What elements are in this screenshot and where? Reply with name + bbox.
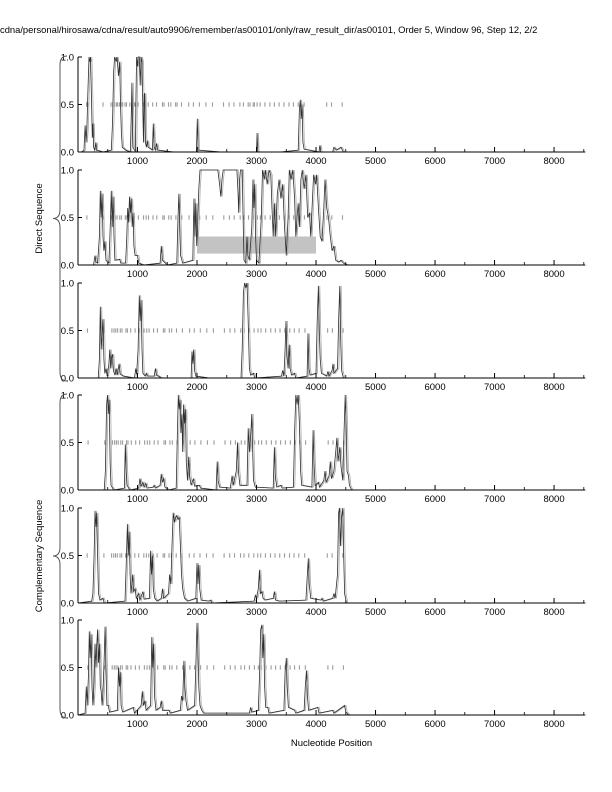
series-line-shadow [79, 622, 587, 716]
y-tick-label: 0.5 [61, 100, 74, 111]
x-tick-label: 3000 [246, 156, 267, 167]
x-tick-label: 8000 [543, 156, 564, 167]
x-tick-label: 3000 [246, 269, 267, 280]
x-tick-label: 8000 [543, 382, 564, 393]
y-tick-label: 1.0 [61, 279, 74, 290]
y-tick-label: 0.0 [61, 711, 74, 722]
y-tick-label: 0.0 [61, 374, 74, 385]
x-tick-label: 2000 [186, 382, 207, 393]
y-tick-label: 1.0 [61, 391, 74, 402]
series-line [77, 507, 585, 604]
x-tick-label: 6000 [424, 607, 445, 618]
y-tick-label: 0.5 [61, 326, 74, 337]
midlevel-markers [86, 553, 344, 558]
x-tick-label: 7000 [484, 156, 505, 167]
y-tick-label: 1.0 [61, 53, 74, 64]
midlevel-markers [86, 215, 344, 220]
x-tick-label: 1000 [127, 156, 148, 167]
panel-2: 0.0 0.5 1.0 1000 2000 3000 4000 5000 6000 7000 800… [61, 166, 587, 280]
x-tick-label: 4000 [305, 269, 326, 280]
x-tick-label: 4000 [305, 607, 326, 618]
x-tick-label: 7000 [484, 607, 505, 618]
midlevel-markers [87, 665, 344, 670]
series-line-shadow [79, 507, 587, 604]
group-brace-1 [52, 55, 68, 382]
series-line-shadow [79, 394, 587, 491]
x-tick-label: 2000 [186, 269, 207, 280]
midlevel-markers [87, 440, 345, 445]
panel-5: 0.0 0.5 1.0 1000 2000 3000 4000 5000 6000 7000 800… [61, 504, 587, 618]
x-tick-label: 8000 [543, 719, 564, 730]
y-tick-label: 0.5 [61, 438, 74, 449]
panel-3: 0.0 0.5 1.0 1000 2000 3000 4000 5000 6000 7000 800… [61, 279, 587, 393]
x-tick-label: 5000 [365, 494, 386, 505]
x-tick-label: 1000 [127, 607, 148, 618]
figure-title: cdna/personal/hirosawa/cdna/result/auto9… [0, 24, 538, 35]
x-tick-label: 2000 [186, 607, 207, 618]
x-tick-label: 4000 [305, 494, 326, 505]
x-tick-label: 4000 [305, 156, 326, 167]
x-tick-label: 3000 [246, 719, 267, 730]
x-tick-label: 7000 [484, 382, 505, 393]
x-tick-label: 3000 [246, 494, 267, 505]
x-tick-label: 5000 [365, 269, 386, 280]
x-tick-label: 5000 [365, 382, 386, 393]
y-tick-label: 0.5 [61, 213, 74, 224]
y-tick-label: 0.0 [61, 261, 74, 272]
series-line [77, 622, 585, 716]
midlevel-markers [86, 102, 343, 107]
x-tick-label: 3000 [246, 382, 267, 393]
x-tick-label: 3000 [246, 607, 267, 618]
series-line-shadow [79, 56, 587, 153]
x-tick-label: 6000 [424, 156, 445, 167]
x-tick-label: 1000 [127, 494, 148, 505]
panel-1: 0.0 0.5 1.0 1000 2000 3000 4000 5000 6000 7000 800… [61, 53, 587, 167]
group-label-1: Direct Sequence [34, 183, 45, 253]
x-tick-label: 6000 [424, 494, 445, 505]
x-tick-label: 8000 [543, 607, 564, 618]
series-line [78, 169, 585, 266]
y-tick-label: 0.5 [61, 551, 74, 562]
panel-6: 0.0 0.5 1.0 1000 2000 3000 4000 5000 6000 7000 800… [61, 616, 587, 730]
x-tick-label: 6000 [424, 382, 445, 393]
x-tick-label: 7000 [484, 719, 505, 730]
x-tick-label: 4000 [305, 382, 326, 393]
x-tick-label: 2000 [186, 494, 207, 505]
x-tick-label: 2000 [186, 719, 207, 730]
panel-4: 0.0 0.5 1.0 1000 2000 3000 4000 5000 6000 7000 800… [61, 391, 587, 505]
x-tick-label: 5000 [365, 156, 386, 167]
group-label-2: Complementary Sequence [34, 500, 45, 612]
x-axis-title: Nucleotide Position [291, 738, 372, 749]
y-tick-label: 0.0 [61, 599, 74, 610]
x-tick-label: 1000 [127, 269, 148, 280]
series-line [78, 394, 585, 491]
series-line-shadow [79, 169, 587, 266]
y-tick-label: 0.0 [61, 486, 74, 497]
y-tick-label: 0.5 [61, 663, 74, 674]
x-tick-label: 1000 [127, 382, 148, 393]
x-tick-label: 6000 [424, 719, 445, 730]
x-tick-label: 5000 [365, 607, 386, 618]
y-tick-label: 1.0 [61, 504, 74, 515]
y-tick-label: 1.0 [61, 616, 74, 627]
y-tick-label: 1.0 [61, 166, 74, 177]
y-tick-label: 0.0 [61, 148, 74, 159]
series-line [78, 56, 585, 153]
group-brace-2 [52, 393, 68, 719]
x-tick-label: 2000 [186, 156, 207, 167]
x-tick-label: 8000 [543, 494, 564, 505]
x-tick-label: 7000 [484, 494, 505, 505]
x-tick-label: 5000 [365, 719, 386, 730]
midlevel-markers [86, 328, 344, 333]
x-tick-label: 4000 [305, 719, 326, 730]
x-tick-label: 8000 [543, 269, 564, 280]
x-tick-label: 1000 [127, 719, 148, 730]
x-tick-label: 6000 [424, 269, 445, 280]
x-tick-label: 7000 [484, 269, 505, 280]
